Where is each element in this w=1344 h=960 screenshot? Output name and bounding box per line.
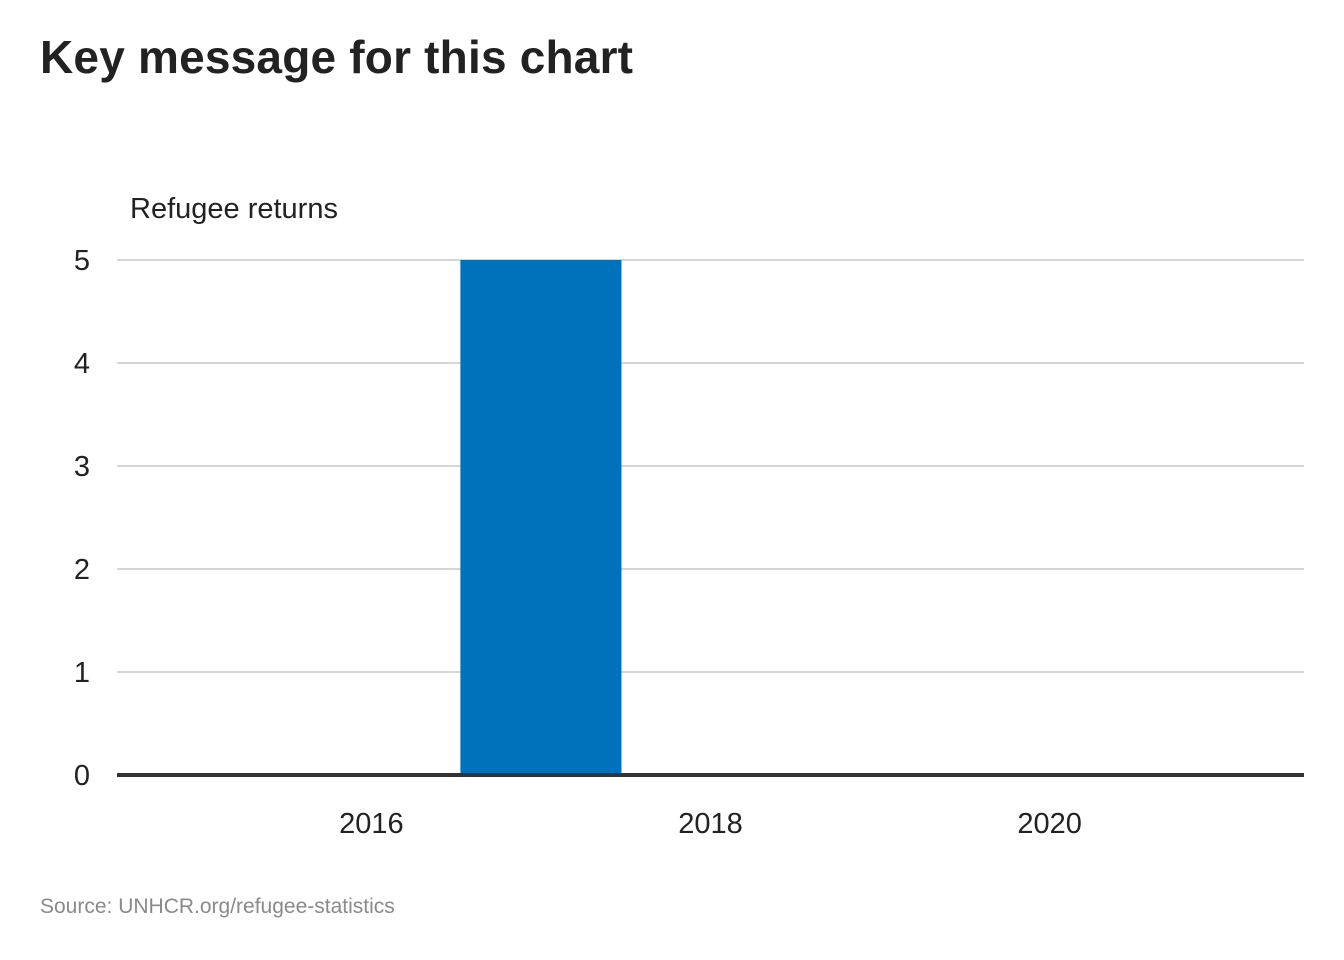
source-note: Source: UNHCR.org/refugee-statistics — [40, 895, 395, 918]
bars — [460, 260, 622, 775]
y-axis-label: Refugee returns — [130, 193, 338, 225]
gridlines — [117, 259, 1304, 673]
y-tick-label: 5 — [74, 245, 90, 277]
axes: 0 1 2 3 4 5 2016 2018 2020 — [74, 245, 1304, 840]
bar-2017 — [460, 260, 622, 775]
y-tick-label: 2 — [74, 554, 90, 586]
y-tick-label: 1 — [74, 657, 90, 689]
x-tick-label: 2020 — [1017, 808, 1082, 840]
y-tick-label: 3 — [74, 451, 90, 483]
chart-title: Key message for this chart — [40, 31, 634, 83]
x-tick-label: 2016 — [339, 808, 404, 840]
x-tick-label: 2018 — [678, 808, 743, 840]
y-tick-label: 0 — [74, 760, 90, 792]
y-tick-label: 4 — [74, 348, 90, 380]
